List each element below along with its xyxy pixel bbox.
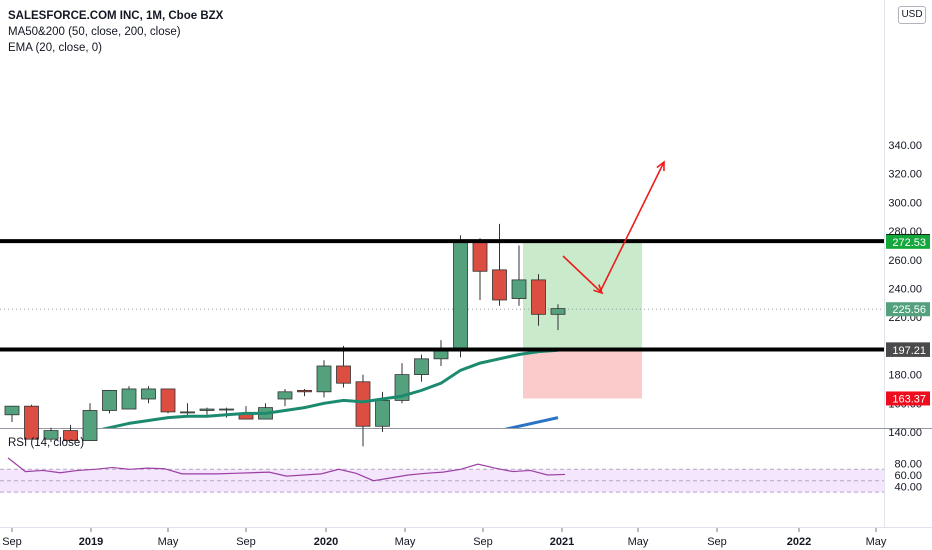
candle-body (24, 405, 39, 440)
candle-body (219, 408, 234, 411)
x-tick-label: May (866, 536, 887, 548)
candle-body (355, 381, 371, 427)
down-arrow (562, 255, 603, 294)
ema-line (101, 348, 559, 428)
indicator-ma-label[interactable]: MA50&200 (50, close, 200, close) (8, 26, 181, 38)
candle-body (316, 365, 332, 393)
candle-body (102, 389, 117, 411)
price-tag-text: 163.37 (892, 393, 926, 405)
x-tick-label: May (395, 536, 416, 548)
candle-body (277, 391, 293, 400)
y-tick-label: 180.00 (888, 370, 922, 382)
currency-button[interactable]: USD (898, 6, 926, 24)
candle-body (160, 388, 176, 413)
x-tick-label: Sep (707, 536, 727, 548)
candle-body (63, 430, 78, 442)
price-tag-text: 197.21 (892, 345, 926, 357)
candle-body (336, 365, 351, 384)
candle-body (141, 388, 156, 400)
price-tag (886, 302, 930, 317)
x-tick-label: Sep (473, 536, 493, 548)
x-tick-label: 2022 (787, 536, 811, 548)
candle-body (414, 358, 429, 376)
x-tick-label: 2021 (550, 536, 574, 548)
x-tick-label: 2020 (314, 536, 338, 548)
candle-body (82, 410, 98, 442)
candle-body (297, 389, 312, 393)
ma-line (504, 416, 559, 428)
price-tag (886, 391, 930, 406)
y-tick-label: 340.00 (888, 140, 922, 152)
candle-body (199, 408, 215, 411)
x-tick-label: 2019 (79, 536, 103, 548)
candle-body (453, 242, 468, 351)
y-tick-label: 260.00 (888, 255, 922, 267)
candle-body (4, 405, 20, 416)
candle-body (492, 269, 507, 301)
rsi-tick-label: 80.00 (894, 459, 922, 471)
candle-body (121, 388, 137, 410)
chart-legend: SALESFORCE.COM INC, 1M, Cboe BZX MA50&20… (8, 8, 223, 56)
symbol-title: SALESFORCE.COM INC, 1M, Cboe BZX (8, 10, 224, 22)
up-arrow-head (656, 160, 665, 172)
price-tag (886, 342, 930, 357)
candle-body (472, 242, 488, 272)
x-tick-label: Sep (2, 536, 22, 548)
y-tick-label: 300.00 (888, 197, 922, 209)
candle-body (550, 308, 566, 315)
down-arrow-head (593, 284, 604, 295)
indicator-ema-label[interactable]: EMA (20, close, 0) (8, 42, 102, 54)
candle-body (375, 400, 390, 427)
x-tick-label: May (628, 536, 649, 548)
y-tick-label: 240.00 (888, 284, 922, 296)
x-tick-label: May (158, 536, 179, 548)
up-arrow (600, 161, 665, 291)
rsi-legend[interactable]: RSI (14, close) (8, 437, 85, 449)
x-tick-label: Sep (236, 536, 256, 548)
candle-body (531, 279, 546, 315)
rsi-tick-label: 60.00 (894, 470, 922, 482)
candle-body (511, 279, 527, 299)
candle-body (180, 411, 195, 414)
rsi-tick-label: 40.00 (894, 481, 922, 493)
price-tag-text: 225.56 (892, 304, 926, 316)
position-loss-zone (523, 349, 642, 399)
price-tag-text: 272.53 (892, 237, 926, 249)
candle-body (43, 430, 59, 440)
y-tick-label: 140.00 (888, 427, 922, 439)
price-tag (886, 234, 930, 249)
y-tick-label: 320.00 (888, 169, 922, 181)
rsi-line (7, 457, 566, 482)
